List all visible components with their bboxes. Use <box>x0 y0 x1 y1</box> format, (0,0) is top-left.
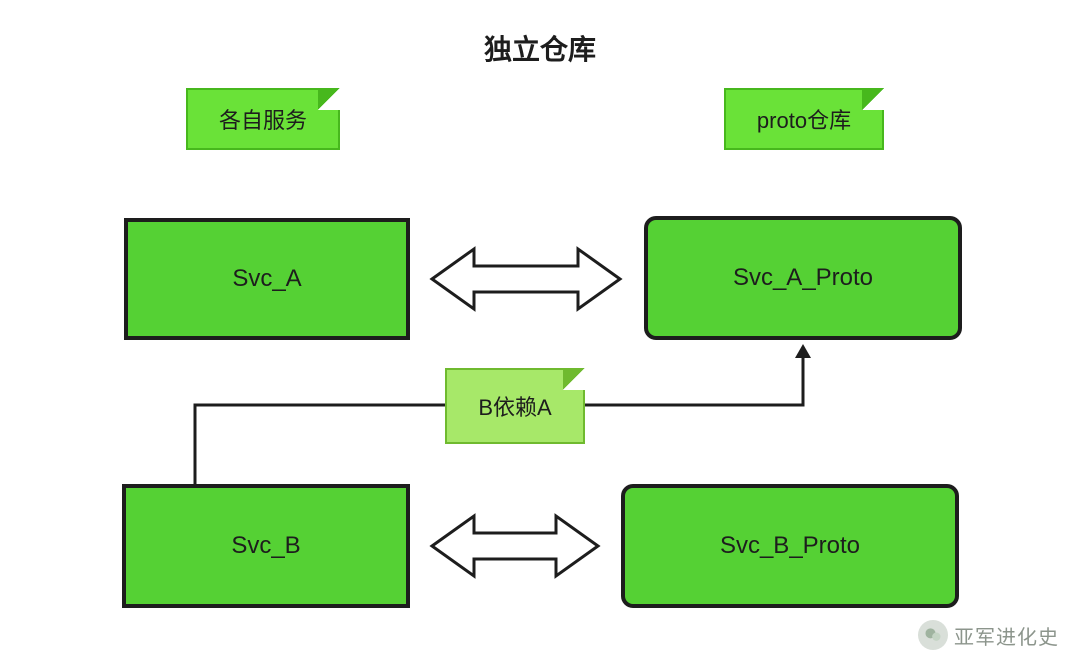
node-svc-b: Svc_B <box>122 484 410 608</box>
note-label: B依赖A <box>478 390 551 422</box>
node-label: Svc_A_Proto <box>733 264 873 292</box>
note-label: proto仓库 <box>757 103 851 135</box>
node-label: Svc_A <box>232 265 301 293</box>
node-label: Svc_B <box>231 532 300 560</box>
note-fold-icon <box>563 368 585 390</box>
note-proto-repo: proto仓库 <box>724 88 884 150</box>
wechat-icon <box>918 620 948 650</box>
node-label: Svc_B_Proto <box>720 532 860 560</box>
node-svc-a: Svc_A <box>124 218 410 340</box>
watermark: 亚军进化史 <box>918 620 1059 650</box>
note-fold-icon <box>862 88 884 110</box>
note-label: 各自服务 <box>219 103 307 135</box>
diagram-title: 独立仓库 <box>0 28 1080 68</box>
watermark-text: 亚军进化史 <box>954 621 1059 650</box>
node-svc-a-proto: Svc_A_Proto <box>644 216 962 340</box>
note-service-own: 各自服务 <box>186 88 340 150</box>
note-fold-icon <box>318 88 340 110</box>
note-b-depends-a: B依赖A <box>445 368 585 444</box>
node-svc-b-proto: Svc_B_Proto <box>621 484 959 608</box>
